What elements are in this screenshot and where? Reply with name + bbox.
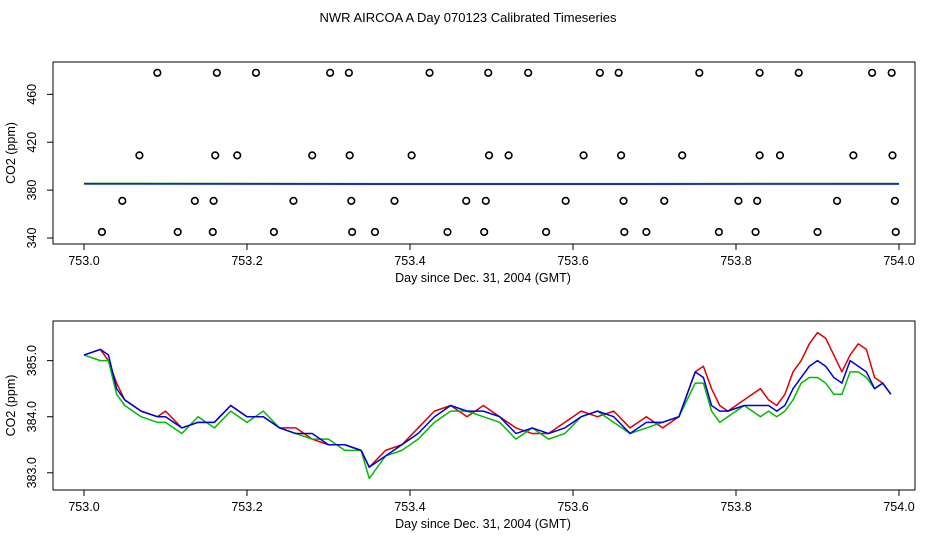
x-tick-label: 754.0 — [883, 254, 914, 268]
data-point — [308, 151, 317, 160]
plot-frame — [52, 61, 916, 245]
data-point — [678, 151, 687, 160]
data-point — [504, 151, 513, 160]
data-point — [888, 151, 897, 160]
y-tick-label: 383.0 — [25, 457, 39, 488]
y-axis-label: CO2 (ppm) — [4, 375, 18, 437]
data-point — [890, 196, 900, 205]
x-axis-label: Day since Dec. 31, 2004 (GMT) — [395, 517, 571, 531]
data-point — [348, 227, 357, 237]
data-point — [135, 151, 144, 160]
data-point — [891, 227, 900, 237]
data-point — [751, 227, 760, 237]
x-tick-label: 753.6 — [557, 254, 588, 268]
data-point — [579, 151, 588, 160]
y-tick-label: 340 — [25, 228, 39, 249]
data-point — [849, 151, 858, 160]
data-point — [524, 68, 533, 77]
y-tick-label: 460 — [25, 84, 39, 105]
data-point — [484, 68, 493, 77]
data-point — [642, 227, 651, 237]
data-point — [775, 151, 785, 160]
data-point — [344, 68, 353, 77]
panel-1: 753.0 753.2 753.4 753.6 753.8 754.0 340 380 420 4… — [4, 61, 916, 285]
x-tick-label: 753.4 — [394, 254, 425, 268]
series-line-green — [83, 354, 892, 480]
x-tick-label: 753.8 — [720, 500, 751, 514]
y-tick-label: 420 — [25, 132, 39, 153]
data-point — [616, 151, 626, 160]
data-point — [407, 151, 416, 160]
data-point — [480, 227, 489, 237]
data-point — [211, 151, 220, 160]
data-point — [326, 68, 335, 77]
x-tick-label: 753.2 — [231, 500, 262, 514]
data-point — [347, 196, 356, 205]
data-point — [251, 68, 261, 77]
data-point — [118, 196, 127, 205]
data-point — [734, 196, 743, 205]
data-point — [753, 196, 762, 205]
y-tick-label: 384.0 — [25, 401, 39, 432]
data-point — [813, 227, 822, 237]
x-tick-label: 754.0 — [883, 500, 914, 514]
data-point — [755, 151, 764, 160]
data-point — [832, 196, 842, 205]
data-point — [269, 227, 278, 237]
y-tick-label: 380 — [25, 180, 39, 201]
panel-2: 753.0 753.2 753.4 753.6 753.8 754.0 383.0 384.0… — [4, 320, 916, 531]
data-point — [443, 227, 452, 237]
y-axis-label: CO2 (ppm) — [4, 122, 18, 184]
data-point — [190, 196, 199, 205]
data-point — [173, 227, 182, 237]
series-line-red — [83, 331, 892, 468]
data-point — [212, 68, 221, 77]
data-point — [484, 151, 494, 160]
data-point — [660, 196, 669, 205]
data-point — [289, 196, 298, 205]
data-point — [481, 196, 490, 205]
data-point — [595, 68, 604, 77]
data-point — [462, 196, 471, 205]
series-line-blue — [83, 348, 892, 468]
data-point — [233, 151, 242, 160]
data-point — [97, 227, 107, 237]
data-point — [620, 227, 629, 237]
data-point — [153, 68, 162, 77]
x-tick-label: 753.0 — [68, 500, 99, 514]
x-tick-label: 753.4 — [394, 500, 425, 514]
data-point — [868, 68, 877, 77]
data-point — [345, 151, 354, 160]
data-point — [714, 227, 723, 237]
x-tick-label: 753.2 — [231, 254, 262, 268]
data-point — [619, 196, 628, 205]
data-point — [755, 68, 764, 77]
data-point — [390, 196, 399, 205]
x-tick-label: 753.8 — [720, 254, 751, 268]
data-point — [695, 68, 704, 77]
page-title: NWR AIRCOA A Day 070123 Calibrated Times… — [319, 10, 617, 25]
data-point — [209, 196, 218, 205]
x-tick-label: 753.6 — [557, 500, 588, 514]
data-point — [208, 227, 217, 237]
x-tick-label: 753.0 — [68, 254, 99, 268]
data-point — [425, 68, 434, 77]
data-point — [561, 196, 570, 205]
x-axis-label: Day since Dec. 31, 2004 (GMT) — [395, 271, 571, 285]
y-tick-label: 385.0 — [25, 345, 39, 376]
data-point — [542, 227, 551, 237]
data-point — [614, 68, 623, 77]
data-point — [794, 68, 803, 77]
data-point — [887, 68, 896, 77]
data-point — [370, 227, 380, 237]
